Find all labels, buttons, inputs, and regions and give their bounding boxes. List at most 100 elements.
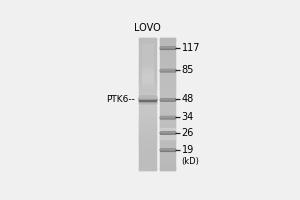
- Bar: [160, 92, 175, 93]
- Bar: [139, 148, 156, 149]
- Bar: [160, 76, 175, 77]
- Bar: [160, 115, 175, 116]
- Bar: [142, 61, 153, 63]
- Bar: [139, 81, 156, 82]
- Bar: [139, 76, 156, 77]
- Bar: [160, 167, 175, 168]
- Bar: [160, 156, 175, 157]
- Bar: [160, 169, 175, 170]
- Bar: [160, 117, 175, 118]
- Text: 34: 34: [182, 112, 194, 122]
- Bar: [139, 60, 156, 61]
- Bar: [160, 112, 175, 113]
- Bar: [139, 70, 156, 71]
- Bar: [160, 101, 175, 102]
- Bar: [139, 96, 156, 97]
- Bar: [139, 120, 156, 121]
- Bar: [139, 125, 156, 126]
- Bar: [139, 156, 156, 157]
- Bar: [160, 150, 175, 151]
- Bar: [139, 134, 156, 135]
- Bar: [139, 59, 156, 60]
- Bar: [160, 78, 175, 79]
- Bar: [139, 147, 156, 148]
- Bar: [160, 91, 175, 92]
- Bar: [160, 128, 175, 129]
- Bar: [160, 90, 175, 91]
- Bar: [139, 131, 156, 132]
- Bar: [160, 77, 175, 78]
- Bar: [142, 64, 153, 66]
- Text: 48: 48: [182, 94, 194, 104]
- Bar: [160, 107, 175, 108]
- Bar: [160, 129, 175, 130]
- Bar: [160, 154, 175, 155]
- Bar: [139, 68, 156, 69]
- Bar: [160, 52, 175, 53]
- Bar: [160, 132, 175, 133]
- Bar: [160, 159, 175, 160]
- Bar: [160, 116, 175, 117]
- Bar: [160, 157, 175, 158]
- Bar: [142, 75, 153, 77]
- Bar: [139, 132, 156, 133]
- Bar: [139, 128, 156, 129]
- Bar: [160, 71, 175, 72]
- Bar: [160, 117, 175, 118]
- Bar: [160, 139, 175, 140]
- Bar: [139, 109, 156, 110]
- Bar: [142, 46, 153, 48]
- Bar: [139, 118, 156, 119]
- Bar: [139, 50, 156, 51]
- Bar: [139, 117, 156, 118]
- Bar: [139, 73, 156, 74]
- Bar: [160, 70, 175, 71]
- Bar: [142, 72, 153, 74]
- Bar: [139, 92, 156, 93]
- Bar: [160, 105, 175, 106]
- Bar: [160, 42, 175, 43]
- Bar: [160, 120, 175, 121]
- Bar: [160, 142, 175, 143]
- Bar: [142, 68, 153, 69]
- Bar: [160, 130, 175, 131]
- Bar: [160, 131, 175, 132]
- Bar: [139, 61, 156, 62]
- Bar: [160, 53, 175, 54]
- Bar: [160, 155, 175, 156]
- Bar: [142, 57, 153, 58]
- Bar: [139, 129, 156, 130]
- Bar: [139, 165, 156, 166]
- Bar: [160, 54, 175, 55]
- Bar: [139, 67, 156, 68]
- Bar: [139, 133, 156, 134]
- Bar: [160, 102, 175, 103]
- Bar: [139, 58, 156, 59]
- Bar: [139, 134, 156, 135]
- Bar: [139, 106, 156, 107]
- Bar: [139, 80, 156, 81]
- Bar: [160, 68, 175, 69]
- Bar: [160, 163, 175, 164]
- Bar: [139, 102, 156, 103]
- Bar: [139, 167, 156, 168]
- Bar: [160, 110, 175, 111]
- Bar: [139, 97, 156, 98]
- Bar: [139, 77, 156, 78]
- Bar: [160, 133, 175, 134]
- Bar: [139, 96, 156, 97]
- Bar: [139, 143, 156, 144]
- Bar: [160, 113, 175, 114]
- Bar: [160, 122, 175, 123]
- Bar: [139, 63, 156, 64]
- Bar: [160, 132, 175, 133]
- Bar: [160, 45, 175, 46]
- Bar: [160, 123, 175, 124]
- Bar: [160, 70, 175, 71]
- Bar: [139, 89, 156, 90]
- Bar: [160, 56, 175, 57]
- Bar: [139, 139, 156, 140]
- Bar: [160, 106, 175, 107]
- Bar: [142, 81, 153, 83]
- Bar: [139, 152, 156, 153]
